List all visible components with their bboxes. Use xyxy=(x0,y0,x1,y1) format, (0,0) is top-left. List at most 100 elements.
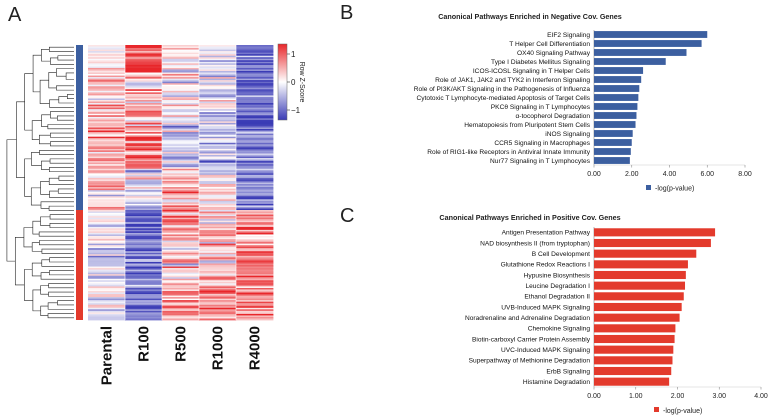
heatmap-cell xyxy=(199,272,237,275)
sample-label: R1000 xyxy=(210,326,227,370)
heatmap-cell xyxy=(88,257,126,260)
heatmap-cell xyxy=(236,174,274,177)
heatmap-cell xyxy=(125,130,163,133)
heatmap-cell xyxy=(88,107,126,110)
heatmap-cell xyxy=(125,290,163,293)
heatmap-cell xyxy=(199,231,237,234)
heatmap-cell xyxy=(125,54,163,57)
heatmap-cell xyxy=(125,64,163,67)
bar xyxy=(594,94,639,101)
heatmap-cell xyxy=(236,49,274,52)
panel-label-c: C xyxy=(340,205,354,227)
dendrogram-branch xyxy=(47,313,74,319)
sample-label: R500 xyxy=(173,326,190,362)
heatmap-cell xyxy=(162,295,200,298)
heatmap-cell xyxy=(236,199,274,202)
category-label: Role of RIG1-like Receptors in Antiviral… xyxy=(427,149,590,156)
dendrogram-branch xyxy=(56,85,74,91)
colorbar-tick-label: −1 xyxy=(291,106,301,115)
heatmap-cell xyxy=(162,197,200,200)
heatmap-cell xyxy=(236,162,274,165)
heatmap-cell xyxy=(162,170,200,173)
chart-b: EIF2 Signaling T Helper Cell Differentiat… xyxy=(414,30,752,178)
dendrogram-branch xyxy=(31,152,42,166)
heatmap-cell xyxy=(199,223,237,226)
heatmap-cell xyxy=(199,217,237,220)
sample-label: R4000 xyxy=(247,326,264,370)
heatmap xyxy=(88,45,274,321)
heatmap-cell xyxy=(88,54,126,57)
heatmap-cell xyxy=(162,213,200,215)
heatmap-cell xyxy=(236,69,274,72)
heatmap-cell xyxy=(88,142,126,145)
heatmap-cell xyxy=(162,173,200,176)
heatmap-cell xyxy=(162,176,200,179)
heatmap-cell xyxy=(88,130,126,133)
heatmap-cell xyxy=(162,46,200,49)
heatmap-cell xyxy=(236,278,274,281)
heatmap-cell xyxy=(125,89,163,92)
heatmap-cell xyxy=(88,277,126,280)
category-label: iNOS Signaling xyxy=(545,131,590,138)
heatmap-cell xyxy=(88,283,126,286)
heatmap-cell xyxy=(162,225,200,228)
heatmap-cell xyxy=(88,119,126,122)
panel-c: C Canonical Pathways Enriched in Positiv… xyxy=(340,205,768,415)
heatmap-cell xyxy=(162,93,200,96)
heatmap-cell xyxy=(88,112,126,115)
heatmap-cell xyxy=(88,133,126,136)
heatmap-cell xyxy=(125,80,163,83)
heatmap-cell xyxy=(199,286,237,289)
heatmap-cell xyxy=(125,110,163,113)
heatmap-cell xyxy=(162,75,200,78)
heatmap-cell xyxy=(199,72,237,75)
heatmap-cell xyxy=(125,284,163,287)
heatmap-cell xyxy=(236,130,274,133)
heatmap-cell xyxy=(125,170,163,173)
heatmap-cell xyxy=(199,103,237,105)
colorbar-tick-label: 1 xyxy=(291,50,296,59)
heatmap-cell xyxy=(162,235,200,238)
heatmap-cell xyxy=(236,161,274,164)
heatmap-cell xyxy=(88,300,126,303)
heatmap-cell xyxy=(199,161,237,164)
heatmap-cell xyxy=(125,283,163,286)
heatmap-cell xyxy=(236,261,274,264)
heatmap-cell xyxy=(88,158,126,160)
heatmap-cell xyxy=(162,289,200,292)
heatmap-cell xyxy=(236,55,274,58)
heatmap-cell xyxy=(236,249,274,252)
heatmap-cell xyxy=(162,164,200,167)
heatmap-cell xyxy=(236,225,274,228)
dendrogram-branch xyxy=(24,158,32,197)
heatmap-cell xyxy=(88,64,126,67)
heatmap-cell xyxy=(199,67,237,70)
heatmap-cell xyxy=(88,46,126,49)
heatmap-cell xyxy=(199,162,237,165)
heatmap-cell xyxy=(88,45,126,47)
heatmap-cell xyxy=(236,138,274,141)
heatmap-cell xyxy=(162,136,200,139)
dendrogram-branch xyxy=(56,68,74,77)
heatmap-cell xyxy=(199,205,237,208)
dendrogram-branch xyxy=(31,262,42,277)
heatmap-cell xyxy=(199,222,237,225)
heatmap-cell xyxy=(88,70,126,73)
chart-b-legend-swatch xyxy=(646,185,651,190)
heatmap-cell xyxy=(88,89,126,92)
heatmap-cell xyxy=(162,100,200,102)
category-label: Leucine Degradation I xyxy=(525,283,590,290)
heatmap-cell xyxy=(125,199,163,202)
heatmap-cell xyxy=(162,168,200,171)
heatmap-cell xyxy=(199,316,237,319)
x-tick-label: 4.00 xyxy=(663,171,677,178)
heatmap-cell xyxy=(125,150,163,153)
heatmap-cell xyxy=(236,295,274,298)
heatmap-cell xyxy=(199,268,237,270)
bar xyxy=(594,270,686,280)
heatmap-cell xyxy=(88,223,126,226)
heatmap-cell xyxy=(236,66,274,69)
heatmap-cell xyxy=(162,179,200,182)
colorbar-title: Row Z-Score xyxy=(298,62,305,103)
heatmap-cell xyxy=(199,165,237,168)
